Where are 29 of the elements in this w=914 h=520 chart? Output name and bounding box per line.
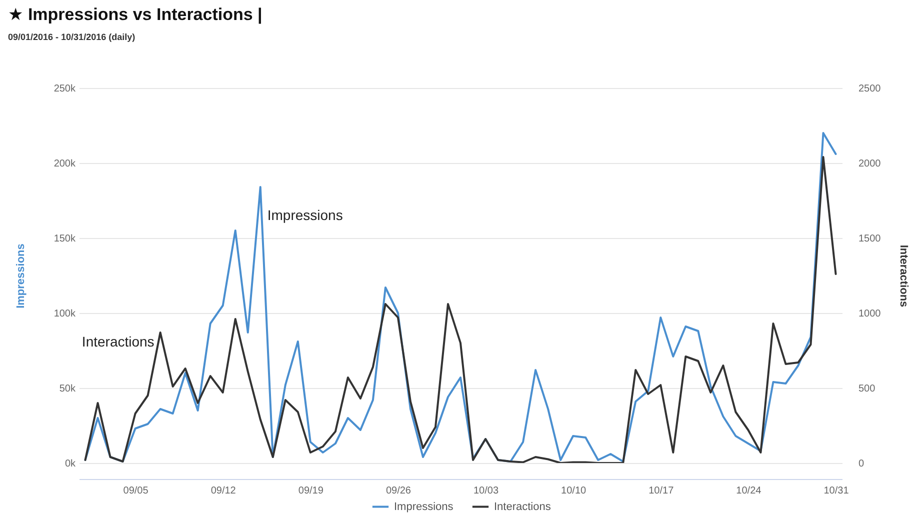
x-tick-label: 09/05 bbox=[123, 486, 149, 496]
x-tick-label: 10/03 bbox=[474, 486, 499, 496]
x-tick-label: 10/10 bbox=[561, 486, 587, 496]
y2-tick-label: 500 bbox=[858, 384, 876, 394]
y2-axis-title: Interactions bbox=[898, 244, 910, 308]
y-tick-label: 50k bbox=[59, 384, 76, 394]
y-tick-label: 150k bbox=[54, 234, 76, 244]
x-tick-label: 09/19 bbox=[298, 486, 324, 496]
y2-tick-label: 2500 bbox=[858, 84, 882, 94]
x-tick-label: 09/12 bbox=[210, 486, 236, 496]
legend-label: Interactions bbox=[494, 500, 552, 513]
y-axis-title: Impressions bbox=[14, 244, 27, 308]
x-tick-label: 09/26 bbox=[386, 486, 412, 496]
y-tick-label: 200k bbox=[54, 158, 76, 170]
y2-tick-label: 1500 bbox=[858, 234, 882, 244]
x-tick-label: 10/17 bbox=[648, 486, 674, 496]
annotation: Interactions bbox=[82, 334, 154, 350]
x-tick-label: 10/31 bbox=[824, 486, 850, 496]
y2-tick-label: 1000 bbox=[858, 308, 882, 320]
y-tick-label: 100k bbox=[54, 308, 76, 320]
chart-title: ★ Impressions vs Interactions | bbox=[8, 5, 262, 24]
y2-tick-label: 2000 bbox=[858, 158, 882, 170]
legend-label: Impressions bbox=[394, 500, 454, 513]
y-tick-label: 250k bbox=[54, 84, 76, 94]
y2-tick-label: 0 bbox=[858, 458, 864, 470]
annotation: Impressions bbox=[267, 207, 343, 223]
x-tick-label: 10/24 bbox=[736, 486, 762, 496]
y-tick-label: 0k bbox=[64, 458, 76, 470]
chart-subtitle: 09/01/2016 - 10/31/2016 (daily) bbox=[8, 32, 136, 42]
